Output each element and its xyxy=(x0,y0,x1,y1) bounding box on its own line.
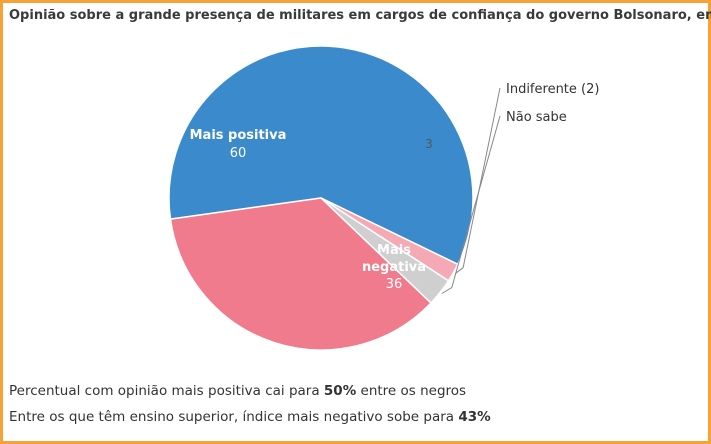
label-mais-negativa-line1: Mais xyxy=(377,243,411,258)
label-mais-positiva: Mais positiva xyxy=(190,128,287,143)
note-1-text: Percentual com opinião mais positiva cai… xyxy=(9,383,324,399)
value-nao-sabe: 3 xyxy=(425,137,433,151)
value-mais-negativa: 36 xyxy=(386,277,403,292)
note-2-text: Entre os que têm ensino superior, índice… xyxy=(9,409,459,425)
label-nao-sabe: Não sabe xyxy=(506,110,567,125)
slice-mais-positiva xyxy=(168,45,474,266)
value-mais-positiva: 60 xyxy=(230,146,247,161)
note-line-2: Entre os que têm ensino superior, índice… xyxy=(9,409,491,425)
chart-title: Opinião sobre a grande presença de milit… xyxy=(9,8,711,23)
leader-line-indiferente xyxy=(454,87,501,275)
note-line-1: Percentual com opinião mais positiva cai… xyxy=(9,383,466,399)
label-mais-negativa-line2: negativa xyxy=(362,260,426,275)
leader-line-nao-sabe xyxy=(441,115,501,294)
note-1-bold-value: 50% xyxy=(323,383,357,399)
note-1-text-end: entre os negros xyxy=(356,383,467,399)
slice-mais-negativa xyxy=(169,197,432,351)
note-2-bold-value: 43% xyxy=(458,409,491,425)
label-indiferente: Indiferente (2) xyxy=(506,82,599,97)
